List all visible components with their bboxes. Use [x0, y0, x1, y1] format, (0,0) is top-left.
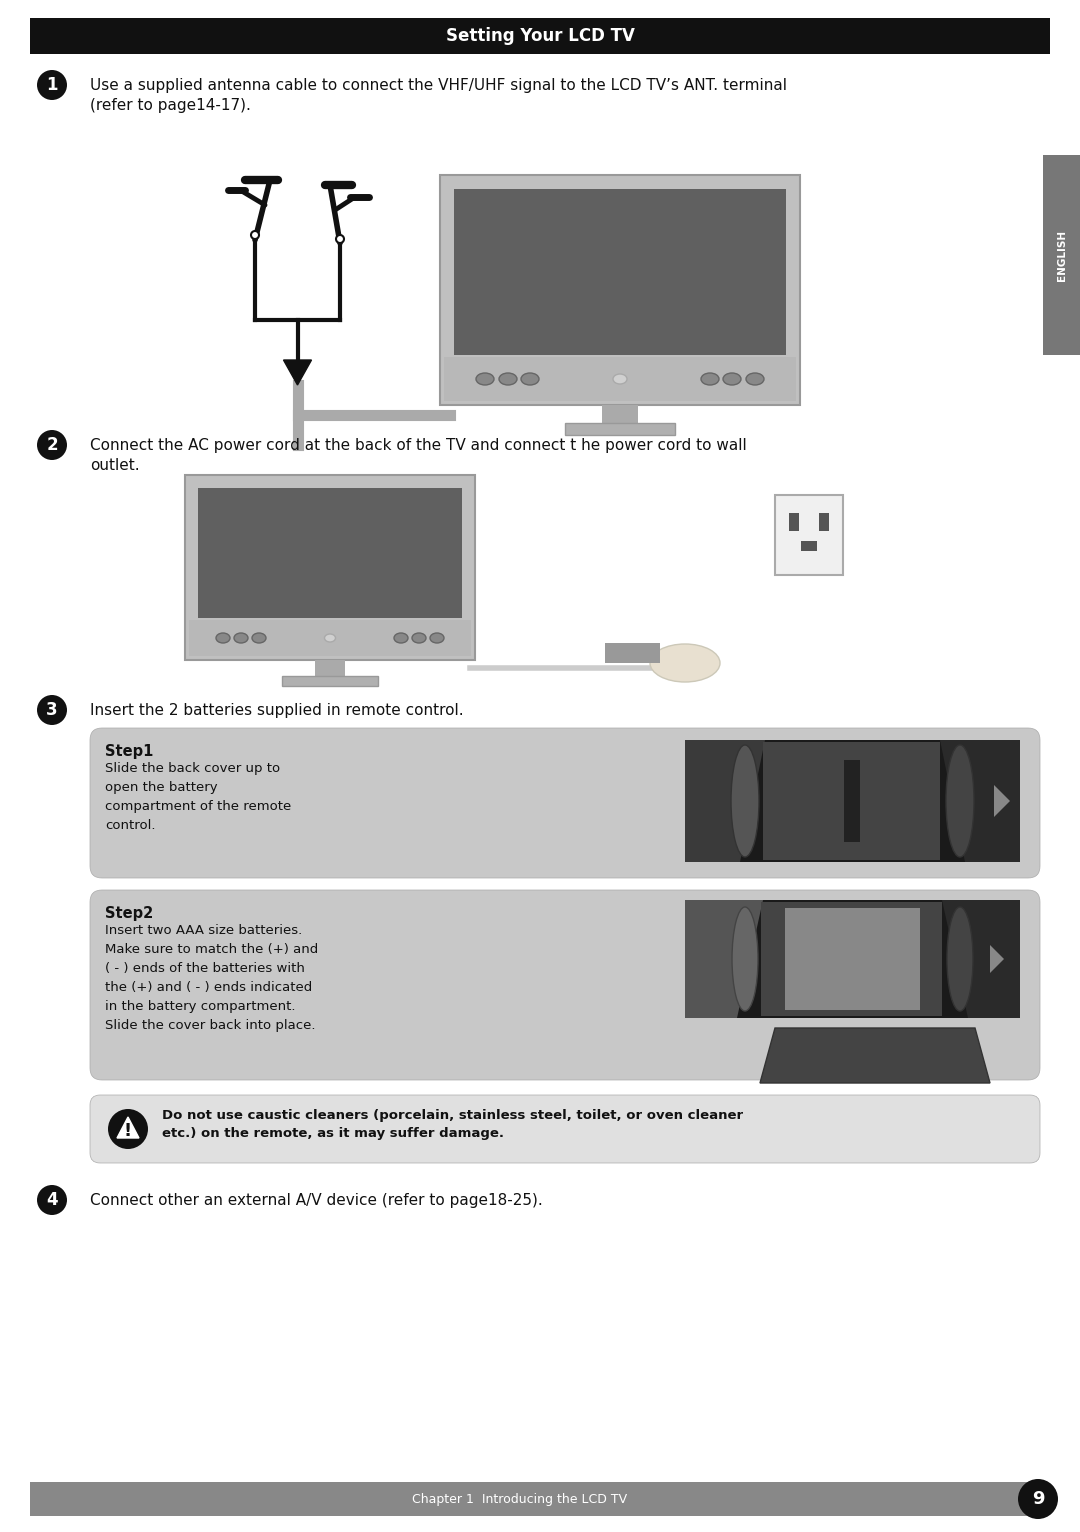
Circle shape — [37, 696, 67, 725]
Ellipse shape — [732, 907, 758, 1011]
Polygon shape — [685, 740, 765, 863]
Circle shape — [37, 430, 67, 460]
Circle shape — [251, 231, 259, 239]
Ellipse shape — [411, 633, 426, 643]
Bar — [315, 660, 345, 680]
Text: 2: 2 — [46, 437, 58, 453]
Ellipse shape — [650, 643, 720, 682]
Text: ENGLISH: ENGLISH — [1056, 230, 1067, 280]
Bar — [185, 475, 475, 660]
Ellipse shape — [613, 374, 627, 385]
Bar — [1043, 155, 1080, 355]
Text: 3: 3 — [46, 702, 58, 719]
Ellipse shape — [946, 745, 974, 856]
Ellipse shape — [723, 372, 741, 385]
FancyBboxPatch shape — [90, 890, 1040, 1080]
Circle shape — [37, 1184, 67, 1215]
Bar — [440, 175, 800, 404]
Ellipse shape — [701, 372, 719, 385]
Text: Insert the 2 batteries supplied in remote control.: Insert the 2 batteries supplied in remot… — [90, 703, 463, 719]
Bar — [444, 357, 796, 401]
Bar — [685, 899, 1020, 1017]
Polygon shape — [942, 899, 1020, 1017]
Text: 4: 4 — [46, 1190, 58, 1209]
Bar — [685, 740, 1020, 863]
Text: Insert two AAA size batteries.
Make sure to match the (+) and
( - ) ends of the : Insert two AAA size batteries. Make sure… — [105, 924, 319, 1033]
Bar — [454, 188, 786, 355]
Polygon shape — [760, 1028, 990, 1083]
Text: Slide the back cover up to
open the battery
compartment of the remote
control.: Slide the back cover up to open the batt… — [105, 761, 292, 832]
Polygon shape — [685, 899, 762, 1017]
FancyBboxPatch shape — [90, 728, 1040, 878]
Text: outlet.: outlet. — [90, 458, 139, 473]
Bar — [565, 423, 675, 435]
Text: 1: 1 — [46, 77, 57, 93]
Bar — [761, 902, 942, 1016]
Text: !: ! — [124, 1121, 132, 1140]
Bar — [843, 760, 860, 843]
Bar — [198, 489, 462, 617]
Bar — [789, 513, 799, 532]
Bar — [602, 404, 638, 427]
Ellipse shape — [394, 633, 408, 643]
Polygon shape — [990, 945, 1004, 973]
Ellipse shape — [234, 633, 248, 643]
Bar — [801, 541, 816, 552]
Text: Use a supplied antenna cable to connect the VHF/UHF signal to the LCD TV’s ANT. : Use a supplied antenna cable to connect … — [90, 78, 787, 93]
Text: Step2: Step2 — [105, 905, 153, 921]
Ellipse shape — [324, 634, 336, 642]
Ellipse shape — [430, 633, 444, 643]
Circle shape — [336, 234, 345, 244]
Circle shape — [1018, 1478, 1058, 1520]
Bar — [819, 513, 829, 532]
Ellipse shape — [947, 907, 973, 1011]
Circle shape — [37, 70, 67, 100]
Bar — [282, 676, 378, 686]
Ellipse shape — [521, 372, 539, 385]
Ellipse shape — [252, 633, 266, 643]
Bar — [775, 495, 843, 574]
Ellipse shape — [476, 372, 494, 385]
Ellipse shape — [746, 372, 764, 385]
Polygon shape — [940, 740, 1020, 863]
Polygon shape — [117, 1117, 139, 1138]
Ellipse shape — [216, 633, 230, 643]
Bar — [30, 18, 1050, 54]
Text: Chapter 1  Introducing the LCD TV: Chapter 1 Introducing the LCD TV — [413, 1492, 627, 1506]
Bar — [189, 620, 471, 656]
Bar — [30, 1481, 1030, 1517]
FancyBboxPatch shape — [90, 1095, 1040, 1163]
Ellipse shape — [731, 745, 759, 856]
Bar — [762, 741, 940, 859]
Text: 9: 9 — [1031, 1491, 1044, 1507]
Polygon shape — [994, 784, 1010, 817]
Text: (refer to page14-17).: (refer to page14-17). — [90, 98, 251, 113]
Polygon shape — [283, 360, 311, 385]
Bar — [605, 643, 660, 663]
Text: Do not use caustic cleaners (porcelain, stainless steel, toilet, or oven cleaner: Do not use caustic cleaners (porcelain, … — [162, 1109, 743, 1140]
Text: Step1: Step1 — [105, 745, 153, 758]
Circle shape — [108, 1109, 148, 1149]
Text: Connect the AC power cord at the back of the TV and connect t he power cord to w: Connect the AC power cord at the back of… — [90, 438, 746, 453]
Ellipse shape — [499, 372, 517, 385]
Text: Connect other an external A/V device (refer to page18-25).: Connect other an external A/V device (re… — [90, 1193, 543, 1209]
Bar — [785, 908, 920, 1010]
Text: Setting Your LCD TV: Setting Your LCD TV — [446, 28, 634, 44]
